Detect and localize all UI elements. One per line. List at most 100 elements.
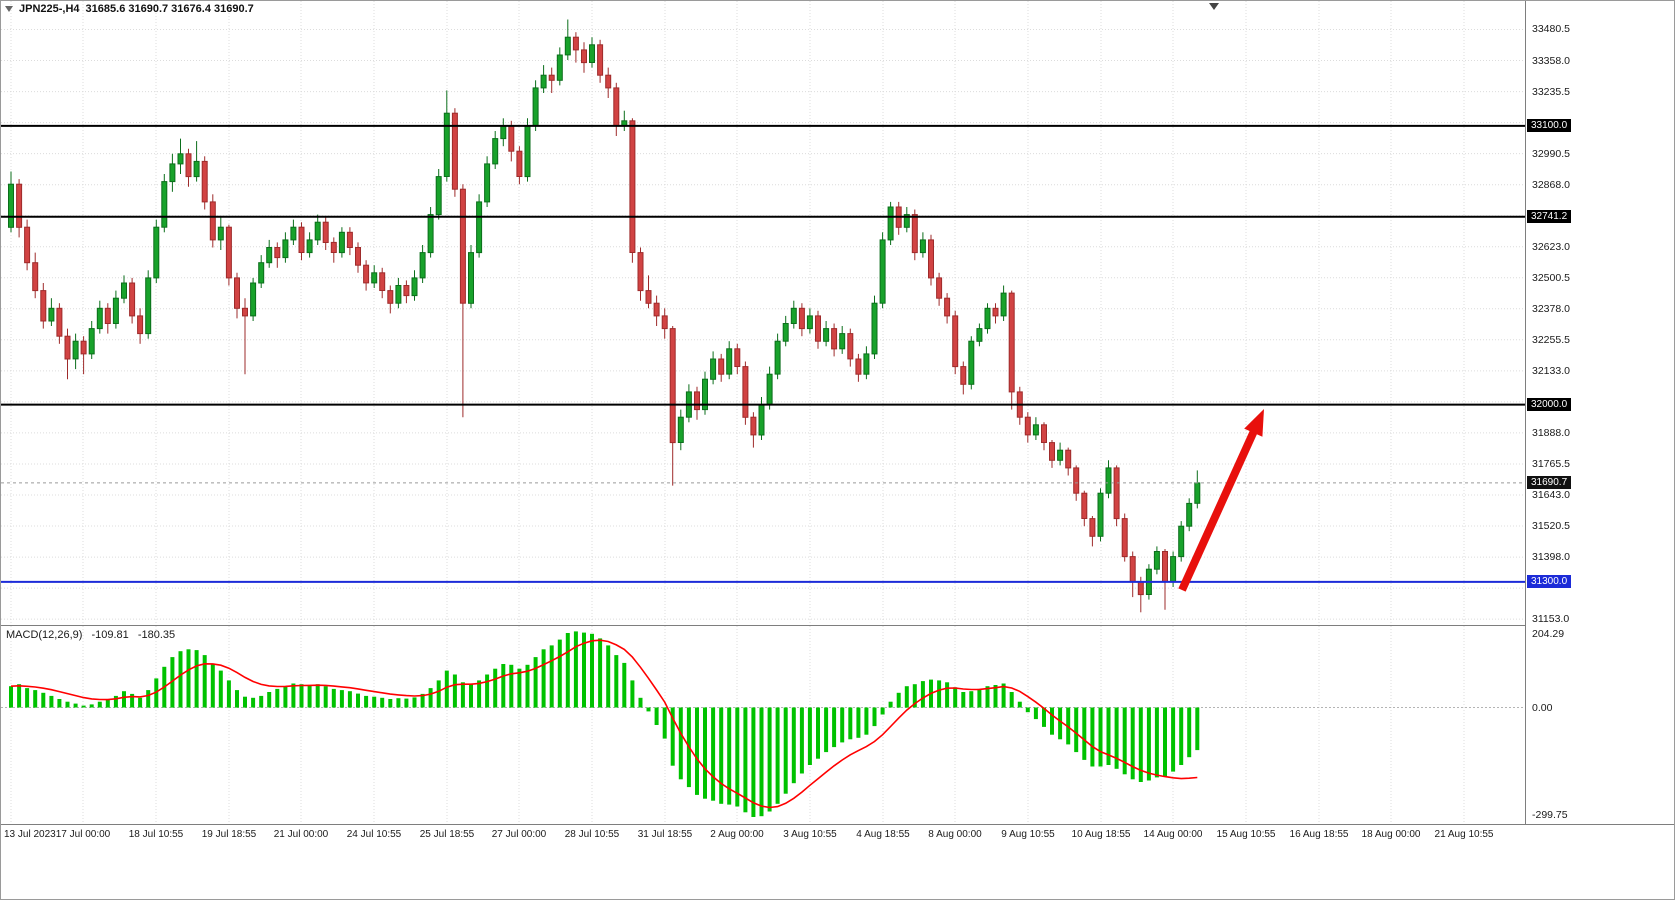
macd-histogram-bar (525, 664, 530, 708)
macd-histogram-bar (267, 692, 272, 708)
candle (137, 315, 144, 335)
candle (798, 307, 805, 330)
macd-histogram-bar (315, 684, 320, 708)
candle (169, 163, 176, 183)
candle (742, 366, 749, 418)
macd-histogram-bar (969, 691, 974, 708)
time-axis-label: 2 Aug 00:00 (710, 829, 764, 840)
candle (56, 307, 63, 337)
time-axis-label: 27 Jul 00:00 (491, 829, 547, 840)
candle (363, 264, 370, 284)
candle (1024, 416, 1031, 436)
macd-histogram-bar (848, 707, 853, 740)
candle (734, 348, 741, 367)
candle (121, 282, 127, 299)
macd-histogram-bar (735, 707, 740, 807)
macd-histogram-bar (816, 707, 820, 759)
candle (548, 74, 555, 81)
time-axis-label: 28 Jul 10:55 (564, 829, 620, 840)
macd-histogram-bar (25, 688, 30, 708)
price-axis-label: 32500.5 (1532, 271, 1570, 284)
candle (306, 239, 313, 254)
macd-histogram-bar (202, 655, 207, 708)
macd-histogram-bar (323, 686, 328, 708)
candle (524, 125, 531, 178)
macd-histogram-bar (428, 688, 433, 708)
macd-histogram-bar (662, 707, 667, 739)
macd-histogram-bar (493, 668, 498, 708)
candle (750, 416, 757, 436)
macd-histogram-bar (138, 697, 143, 708)
macd-histogram-bar (1090, 707, 1095, 767)
candle (435, 176, 442, 216)
candle (726, 348, 733, 375)
candle (468, 252, 474, 304)
macd-histogram-bar (388, 699, 393, 708)
candle (266, 247, 273, 264)
time-axis-label: 16 Aug 18:55 (1289, 829, 1349, 840)
candle (242, 307, 248, 317)
candle (411, 277, 418, 297)
macd-histogram-bar (460, 682, 465, 708)
expand-arrow-icon[interactable] (5, 6, 13, 12)
macd-histogram-bar (436, 680, 441, 708)
trend-arrow-head[interactable] (1244, 409, 1264, 437)
candle (936, 277, 943, 299)
candle (104, 307, 111, 324)
macd-histogram-bar (501, 664, 506, 708)
candle (1137, 581, 1144, 596)
candle (1186, 502, 1193, 527)
macd-histogram-bar (1098, 707, 1103, 767)
candle (919, 239, 926, 254)
candle (1089, 518, 1096, 537)
candle (403, 285, 410, 297)
macd-histogram-bar (1179, 707, 1184, 765)
pane-separator[interactable] (1, 625, 1674, 626)
candle (944, 297, 951, 317)
time-axis[interactable]: 13 Jul 2023 17 Jul 00:00 18 Jul 10:55 19 Ju… (1, 824, 1674, 899)
candle (419, 252, 426, 279)
price-axis-label: 32133.0 (1532, 364, 1570, 377)
time-axis-label: 13 Jul 2023 (4, 829, 56, 840)
macd-histogram-bar (243, 696, 247, 708)
time-axis-label: 24 Jul 10:55 (346, 829, 402, 840)
price-axis[interactable]: 33480.5 33358.0 33235.5 32990.5 32868.0 32623… (1525, 1, 1674, 824)
candle (451, 112, 458, 190)
candle (282, 239, 289, 259)
candle (290, 226, 297, 241)
candle (387, 290, 394, 304)
macd-histogram-bar (945, 682, 950, 708)
candle (379, 272, 386, 291)
price-axis-label: 31888.0 (1532, 426, 1570, 439)
macd-histogram-bar (824, 707, 829, 753)
macd-histogram-bar (840, 707, 845, 743)
trend-arrow-shaft[interactable] (1178, 426, 1259, 592)
candle (1129, 556, 1136, 583)
candle (774, 340, 781, 375)
macd-histogram-bar (775, 707, 780, 804)
macd-histogram-bar (347, 691, 352, 708)
candle (250, 282, 257, 317)
candle (193, 160, 200, 178)
macd-histogram-bar (864, 707, 869, 735)
candle (823, 328, 830, 342)
macd-indicator-chart[interactable] (1, 626, 1525, 824)
macd-histogram-bar (993, 685, 998, 708)
macd-histogram-bar (573, 631, 578, 708)
candle (395, 285, 402, 304)
candle (40, 290, 47, 322)
candle (96, 307, 103, 330)
macd-histogram-bar (73, 703, 78, 708)
macd-axis-label: 204.29 (1532, 628, 1565, 640)
macd-histogram-bar (1154, 707, 1159, 778)
candle (234, 277, 240, 309)
candlestick-chart[interactable] (1, 1, 1525, 625)
price-axis-label: 31398.0 (1532, 551, 1570, 564)
candle (806, 315, 813, 330)
macd-histogram-bar (614, 655, 619, 708)
candle (1113, 467, 1120, 520)
macd-histogram-bar (130, 693, 135, 708)
candle (887, 206, 894, 241)
chart-shift-marker-icon[interactable] (1209, 3, 1219, 10)
